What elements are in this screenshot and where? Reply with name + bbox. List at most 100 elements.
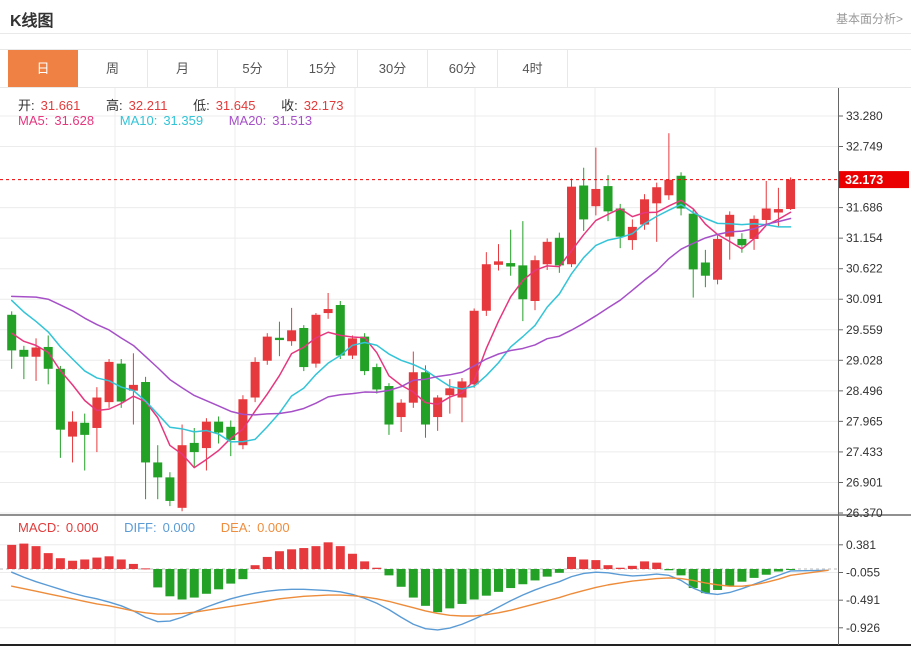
page-title: K线图 xyxy=(10,13,54,30)
interval-tab-1[interactable]: 周 xyxy=(78,50,148,87)
macd-hist-bar xyxy=(652,562,662,569)
macd-hist-bar xyxy=(518,569,528,585)
macd-hist-bar xyxy=(335,546,345,569)
interval-tab-5[interactable]: 30分 xyxy=(358,50,428,87)
macd-hist-bar xyxy=(627,565,637,569)
macd-hist-bar xyxy=(347,553,357,569)
ma10-line xyxy=(10,203,792,443)
macd-hist-bar xyxy=(408,569,418,598)
interval-tab-7[interactable]: 4时 xyxy=(498,50,568,87)
candle-body xyxy=(287,330,297,342)
macd-hist-bar xyxy=(676,569,686,576)
macd-hist-bar xyxy=(737,569,747,582)
candle-body xyxy=(445,388,455,396)
candle-body xyxy=(737,238,747,246)
candle-body xyxy=(55,368,65,430)
candle-body xyxy=(323,309,333,314)
macd-hist-bar xyxy=(189,569,199,598)
candle-body xyxy=(238,399,248,446)
candle-body xyxy=(579,185,589,220)
macd-hist-bar xyxy=(55,558,65,569)
macd-hist-bar xyxy=(165,569,175,597)
candle-body xyxy=(396,402,406,418)
macd-hist-bar xyxy=(153,569,163,588)
candle-body xyxy=(420,372,430,425)
candle-body xyxy=(92,397,102,428)
macd-axis-label: 0.381 xyxy=(846,538,876,552)
macd-hist-bar xyxy=(226,569,236,584)
candle-body xyxy=(676,175,686,209)
candle-body xyxy=(494,261,503,265)
fundamental-analysis-link[interactable]: 基本面分析> xyxy=(835,12,903,26)
interval-tabbar: 日周月 5分 15分 30分 60分 4时 xyxy=(0,49,911,88)
macd-hist-bar xyxy=(384,569,394,576)
macd-hist-bar xyxy=(177,569,187,600)
ma20-line xyxy=(10,217,792,416)
candle-body xyxy=(652,187,662,204)
macd-hist-bar xyxy=(116,559,126,569)
candle-body xyxy=(311,314,321,364)
macd-hist-bar xyxy=(299,548,309,569)
macd-hist-bar xyxy=(445,569,455,609)
interval-tab-4[interactable]: 15分 xyxy=(288,50,358,87)
macd-hist-bar xyxy=(323,542,333,569)
macd-hist-bar xyxy=(567,556,577,569)
candle-body xyxy=(761,208,771,220)
macd-hist-bar xyxy=(68,560,78,569)
macd-hist-bar xyxy=(640,561,650,569)
candle-body xyxy=(433,397,443,418)
candle-body xyxy=(725,214,735,237)
macd-hist-bar xyxy=(372,567,382,569)
candle-body xyxy=(43,346,53,369)
price-axis-label: 32.749 xyxy=(846,140,883,154)
candle-body xyxy=(567,186,577,265)
candle-body xyxy=(530,260,540,301)
macd-hist-bar xyxy=(457,569,467,604)
candle-body xyxy=(274,337,284,341)
macd-hist-bar xyxy=(469,569,479,600)
candle-body xyxy=(31,347,41,357)
price-axis-label: 29.559 xyxy=(846,323,883,337)
candle-body xyxy=(469,310,479,385)
interval-tab-6[interactable]: 60分 xyxy=(428,50,498,87)
macd-hist-bar xyxy=(274,551,284,569)
interval-tab-3[interactable]: 5分 xyxy=(218,50,288,87)
candle-body xyxy=(481,264,491,311)
macd-axis-label: -0.055 xyxy=(846,565,880,579)
macd-hist-bar xyxy=(92,557,102,569)
candle-body xyxy=(347,338,357,356)
macd-hist-bar xyxy=(262,556,272,569)
macd-hist-bar xyxy=(80,559,90,569)
macd-hist-bar xyxy=(141,568,151,570)
macd-hist-bar xyxy=(360,561,370,569)
macd-hist-bar xyxy=(591,560,601,569)
candle-body xyxy=(80,422,90,435)
price-axis-label: 31.154 xyxy=(846,231,883,245)
candle-body xyxy=(19,349,29,357)
macd-hist-bar xyxy=(43,553,53,569)
macd-hist-bar xyxy=(433,569,443,613)
chart-area: 33.280 32.749 31.686 31.154 30.622 30.091 29.5… xyxy=(0,88,911,648)
candle-body xyxy=(226,426,236,441)
candle-body xyxy=(700,262,710,276)
macd-hist-bar xyxy=(31,546,41,569)
macd-hist-bar xyxy=(201,569,211,594)
price-axis-label: 31.686 xyxy=(846,201,883,215)
kline-chart-svg[interactable]: 33.280 32.749 31.686 31.154 30.622 30.091 29.5… xyxy=(0,88,911,648)
candle-body xyxy=(214,421,224,433)
interval-tab-0[interactable]: 日 xyxy=(8,50,78,87)
macd-hist-bar xyxy=(104,556,114,569)
candle-body xyxy=(518,265,528,300)
candle-body xyxy=(554,237,564,266)
candle-body xyxy=(335,305,345,356)
macd-hist-bar xyxy=(238,569,248,580)
candle-body xyxy=(542,241,552,265)
candle-body xyxy=(591,188,601,207)
dea-line xyxy=(10,569,829,617)
macd-hist-bar xyxy=(420,569,430,606)
macd-hist-bar xyxy=(396,569,406,587)
interval-tab-2[interactable]: 月 xyxy=(148,50,218,87)
price-axis-label: 28.496 xyxy=(846,384,883,398)
macd-hist-bar xyxy=(494,569,503,592)
